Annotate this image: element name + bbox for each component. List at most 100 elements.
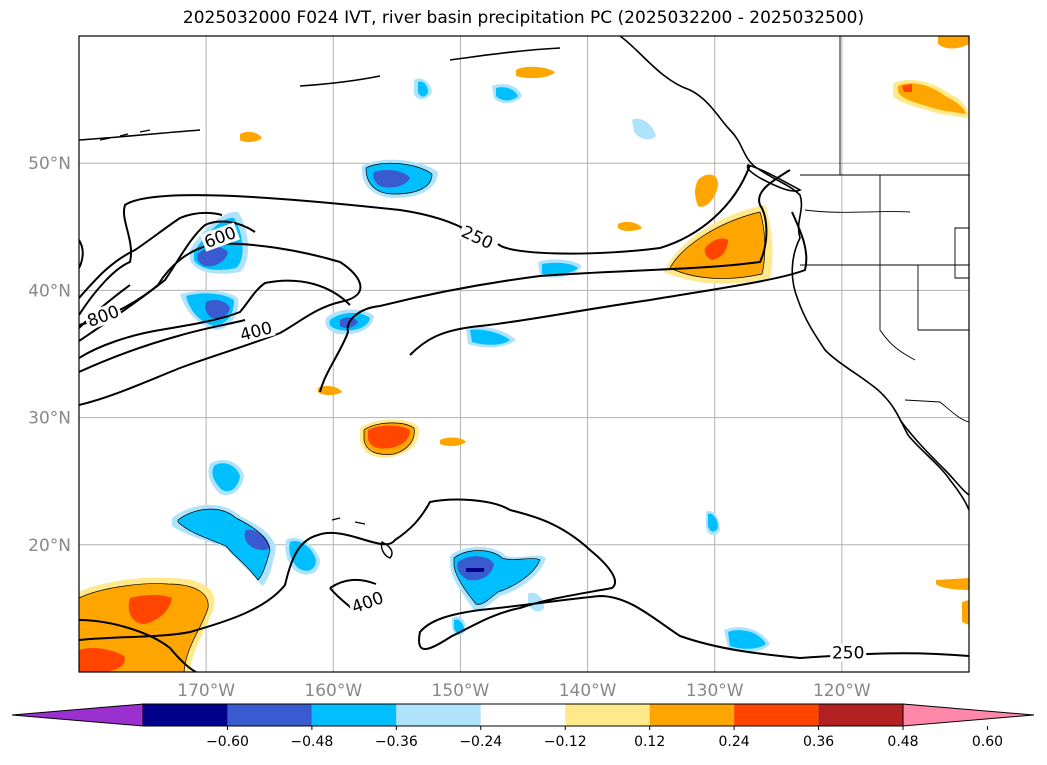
aleutian-islands	[99, 129, 151, 141]
vancouver-island	[746, 164, 802, 192]
colorbar-tick-label: −0.24	[459, 734, 502, 750]
precip-positive-area	[618, 221, 642, 231]
colorbar-tick-label: 0.12	[634, 734, 665, 750]
islands	[99, 129, 393, 559]
lat-tick-label: 30°N	[28, 409, 71, 429]
baja-coast	[899, 419, 969, 496]
precip-outline	[365, 162, 433, 195]
colorbar-band	[480, 704, 566, 726]
colorbar-tick-label: −0.36	[375, 734, 418, 750]
colorbar-frame	[142, 703, 904, 727]
precip-positive-area	[938, 36, 969, 49]
ivt-contour-bottom-left	[79, 619, 197, 672]
colorbar-band	[311, 704, 397, 726]
precip-positive-area	[440, 437, 466, 447]
precip-negative-area	[205, 300, 230, 319]
lat-tick-label: 20°N	[28, 536, 71, 556]
coastline	[79, 36, 969, 511]
ivt-contour-250	[79, 164, 751, 316]
lat-tick-label: 50°N	[28, 154, 71, 174]
plot-frame	[78, 35, 970, 673]
lat-tick-label: 40°N	[28, 281, 71, 301]
colorbar-tick-label: −0.48	[290, 734, 333, 750]
colorbar-tick-label: −0.60	[206, 734, 249, 750]
precip-negative-area	[197, 246, 228, 267]
lon-tick-label: 170°W	[177, 681, 235, 701]
ivt-contour-800	[79, 284, 131, 329]
precip-negative-area	[528, 592, 544, 612]
precip-negative-area	[289, 540, 316, 571]
contour-label: 250	[832, 644, 864, 664]
colorbar-band	[734, 704, 819, 726]
precip-negative-area	[418, 81, 428, 97]
hawaii-islands	[331, 517, 393, 559]
precip-outlines	[79, 162, 766, 672]
colorbar-band	[396, 704, 481, 726]
colorbar-band	[818, 704, 903, 726]
ivt-contour-left-edge	[79, 239, 84, 269]
chart-title: 2025032000 F024 IVT, river basin precipi…	[182, 8, 865, 28]
precip-positive-area	[79, 583, 209, 672]
precip-positive-area	[936, 578, 969, 590]
precip-negative-area	[470, 329, 510, 345]
colorbar-under-triangle	[11, 703, 144, 727]
precip-positive-area	[695, 174, 718, 207]
precip-outline	[79, 583, 209, 672]
colorbar-over-triangle	[902, 703, 1035, 727]
ivt-contour-250-b	[79, 242, 362, 406]
colorbar-band	[227, 704, 312, 726]
precip-positive-area	[240, 131, 262, 143]
contour-label-bg	[200, 222, 241, 252]
colorbar-band	[143, 704, 228, 726]
precip-negative-area	[632, 118, 656, 140]
precip-strong-area	[902, 84, 912, 92]
precip-negative-area	[466, 568, 484, 572]
precip-negative-area	[728, 630, 766, 649]
colorbar-tick-label: 0.48	[887, 734, 918, 750]
precip-negative-area	[542, 262, 578, 275]
precip-negative-area	[212, 463, 240, 492]
lon-tick-label: 130°W	[686, 681, 744, 701]
precip-negative-area	[708, 513, 718, 532]
colorbar-tick-label: 0.36	[803, 734, 834, 750]
precip-strong-area	[704, 238, 728, 260]
precip-strong-area	[128, 595, 172, 624]
wa-or-border	[804, 209, 911, 213]
precip-negative-area	[373, 170, 410, 188]
ivt-contour-250-d	[409, 211, 808, 356]
ivt-contour-250-c	[319, 169, 791, 393]
precip-outline	[363, 422, 415, 455]
colorbar-tick-label: 0.24	[719, 734, 750, 750]
precip-strong-area	[368, 425, 410, 449]
colorbar-tick-label: −0.12	[544, 734, 587, 750]
axis-tick-labels: 50°N 40°N 30°N 20°N 170°W 160°W 150°W 140°W 130°…	[28, 154, 871, 701]
ivt-contour-southern	[79, 498, 969, 660]
precip-outline	[453, 550, 541, 605]
nv-ca-border	[879, 265, 916, 361]
precip-negative-area	[454, 619, 464, 634]
colorbar-band	[649, 704, 735, 726]
lon-tick-label: 140°W	[559, 681, 617, 701]
gridlines	[79, 36, 969, 672]
north-america-coast	[619, 36, 969, 511]
mexico-border	[904, 399, 969, 423]
state-borders	[800, 36, 969, 423]
colorbar-tick-label: 0.60	[972, 734, 1003, 750]
precip-strong-area	[79, 648, 125, 672]
contour-label-bg	[347, 587, 388, 617]
precip-outline	[669, 211, 766, 279]
precip-negative-area	[178, 509, 270, 580]
contour-label-bg	[457, 221, 498, 253]
contour-label-bg	[830, 643, 867, 662]
ivt-contours	[79, 164, 969, 672]
precip-negative-area	[496, 87, 518, 101]
contour-label-bg	[83, 301, 124, 331]
alaska-coast	[79, 47, 561, 141]
colorbar-band	[565, 704, 650, 726]
precip-positive-area	[516, 66, 555, 79]
contour-label-group: 250	[830, 643, 867, 664]
precip-shading	[79, 36, 969, 672]
